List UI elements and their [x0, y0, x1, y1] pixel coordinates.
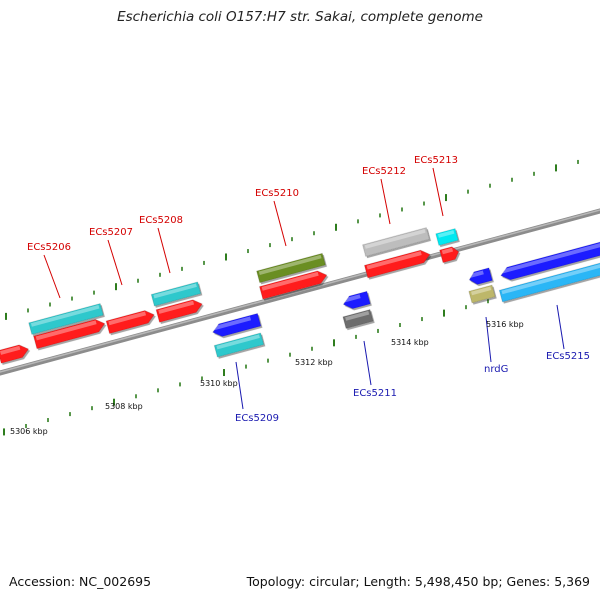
gene-leader-line — [43, 254, 61, 299]
gene-label: ECs5211 — [353, 388, 397, 399]
bar-highlight — [35, 320, 97, 341]
forward-gene-bar — [259, 270, 328, 300]
bar-shape — [342, 309, 374, 329]
kbp-labels: 5306 kbp 5308 kbp 5310 kbp 5312 kbp 5314 kbp… — [10, 320, 524, 436]
forward-gene-bar — [364, 249, 431, 279]
gene-leader-line — [485, 316, 492, 363]
bar-highlight — [30, 305, 100, 327]
gene-leader-line — [363, 340, 372, 386]
backbone-line — [0, 208, 600, 376]
gene-leader-line — [380, 178, 391, 225]
gene-label: ECs5208 — [139, 215, 183, 226]
bar-shape — [33, 319, 106, 350]
cds-block — [256, 252, 326, 284]
bar-shape — [364, 249, 431, 279]
backbone-highlight — [0, 209, 600, 373]
genome-backbone — [0, 208, 600, 376]
kbp-label: 5306 kbp — [10, 427, 48, 436]
bar-shape — [259, 270, 328, 300]
bar-shape — [498, 261, 600, 303]
gene-leader-line — [235, 361, 244, 410]
gene-labels: ECs5206 ECs5207 ECs5208 ECs5209 ECs5210 ECs52… — [27, 155, 590, 424]
bar-shape — [105, 310, 155, 334]
cds-block — [362, 227, 430, 257]
bar-highlight — [343, 294, 361, 303]
bar-highlight — [258, 254, 322, 275]
bar-highlight — [153, 283, 197, 299]
bar-highlight — [216, 334, 260, 350]
reverse-gene-bar — [500, 239, 600, 281]
kbp-label: 5314 kbp — [391, 338, 429, 347]
reverse-gene-bar — [468, 267, 493, 285]
cds-block — [435, 228, 459, 246]
kbp-label: 5308 kbp — [105, 402, 143, 411]
bar-shape — [362, 227, 430, 257]
gene-leader-line — [107, 239, 123, 286]
bar-highlight — [345, 311, 370, 321]
bar-shape — [256, 252, 326, 284]
reverse-gene-bar — [212, 313, 262, 337]
bar-shape — [439, 246, 460, 263]
cds-block — [150, 281, 202, 307]
map-title: Escherichia coli O157:H7 str. Sakai, com… — [117, 9, 483, 25]
kbp-label: 5316 kbp — [486, 320, 524, 329]
bar-shape — [342, 290, 371, 309]
bar-shape — [150, 281, 202, 307]
bar-shape — [500, 239, 600, 281]
bar-shape — [468, 267, 493, 285]
bar-highlight — [364, 229, 426, 249]
forward-gene-bar — [105, 310, 155, 334]
forward-gene-bar — [33, 319, 106, 350]
gene-label: ECs5215 — [546, 351, 590, 362]
bar-highlight — [469, 270, 484, 278]
gene-label: nrdG — [484, 364, 508, 375]
gene-label: ECs5212 — [362, 166, 406, 177]
cds-block — [498, 261, 600, 303]
cds-block — [342, 309, 374, 329]
gene-features — [0, 227, 600, 364]
forward-gene-bar — [0, 344, 29, 364]
reverse-gene-bar — [342, 290, 371, 309]
forward-gene-bar — [155, 299, 203, 323]
kbp-label: 5312 kbp — [295, 358, 333, 367]
bar-shape — [213, 332, 265, 358]
gene-label: ECs5207 — [89, 227, 133, 238]
accession-text: Accession: NC_002695 — [9, 574, 152, 589]
bar-highlight — [158, 300, 195, 314]
bar-highlight — [366, 251, 422, 270]
bar-shape — [155, 299, 203, 323]
bar-shape — [468, 284, 496, 304]
bar-highlight — [501, 243, 600, 274]
cds-block — [28, 303, 104, 335]
tick-marks — [3, 159, 599, 436]
bar-highlight — [0, 345, 21, 355]
gene-leader-line — [273, 200, 287, 247]
bar-highlight — [437, 230, 455, 238]
gene-label: ECs5209 — [235, 413, 279, 424]
bar-shape — [435, 228, 459, 246]
cds-block — [213, 332, 265, 358]
kbp-label: 5310 kbp — [200, 379, 238, 388]
gene-leader-line — [432, 167, 444, 217]
bar-highlight — [501, 263, 600, 295]
topology-text: Topology: circular; Length: 5,498,450 bp… — [246, 574, 590, 589]
bar-highlight — [471, 286, 492, 296]
gene-label: ECs5213 — [414, 155, 458, 166]
bar-highlight — [261, 271, 319, 291]
gene-leader-line — [157, 227, 171, 274]
gene-label: ECs5206 — [27, 242, 71, 253]
bar-shape — [28, 303, 104, 335]
bar-highlight — [441, 247, 454, 255]
bar-shape — [212, 313, 262, 337]
forward-gene-bar — [439, 246, 460, 263]
gene-label: ECs5210 — [255, 188, 299, 199]
bar-shape — [0, 344, 29, 364]
bar-highlight — [108, 311, 147, 326]
cds-block — [468, 284, 496, 304]
gene-leader-line — [556, 304, 565, 350]
bar-highlight — [213, 316, 252, 331]
